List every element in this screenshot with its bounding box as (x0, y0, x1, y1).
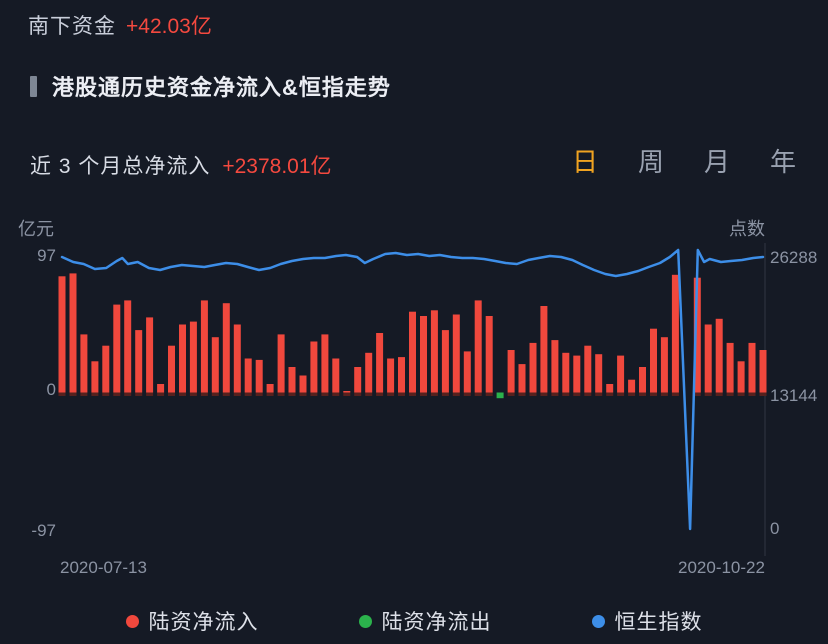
summary-row: 近 3 个月总净流入 +2378.01亿 (30, 150, 332, 180)
netflow-bars-layer (58, 273, 767, 399)
net-inflow-3m-label: 近 3 个月总净流入 (30, 155, 211, 178)
left-tick-0: 0 (46, 380, 56, 399)
period-tabs: 日 周 月 年 (572, 146, 796, 180)
legend-outflow-label: 陆资净流出 (381, 611, 492, 634)
right-tick-26288: 26288 (770, 248, 818, 267)
x-axis-end-date: 2020-10-22 (678, 558, 765, 577)
left-tick-97: 97 (37, 246, 56, 265)
section-marker-bar (30, 75, 37, 97)
left-tick-neg97: -97 (31, 521, 56, 540)
legend-inflow-label: 陆资净流入 (148, 611, 259, 634)
page-header: 南下资金 +42.03亿 (28, 10, 212, 40)
right-tick-0: 0 (770, 519, 780, 538)
right-tick-13144: 13144 (770, 386, 818, 405)
net-inflow-3m-value: +2378.01亿 (222, 155, 332, 178)
legend-item-outflow[interactable]: 陆资净流出 (358, 606, 492, 636)
legend-item-hsi[interactable]: 恒生指数 (591, 606, 703, 636)
legend-hsi-label: 恒生指数 (614, 611, 703, 634)
tab-month[interactable]: 月 (703, 147, 730, 177)
inflow-dot-icon (125, 614, 139, 628)
hsi-dot-icon (591, 614, 605, 628)
tab-day[interactable]: 日 (571, 147, 598, 177)
tab-year[interactable]: 年 (769, 147, 796, 177)
outflow-dot-icon (358, 614, 372, 628)
tab-week[interactable]: 周 (637, 147, 664, 177)
legend-item-inflow[interactable]: 陆资净流入 (125, 606, 259, 636)
southbound-funds-label: 南下资金 (28, 15, 116, 38)
right-axis-unit: 点数 (729, 219, 765, 239)
left-axis-unit: 亿元 (18, 219, 54, 239)
southbound-funds-value: +42.03亿 (126, 15, 212, 38)
hang-seng-index-line (60, 248, 765, 531)
chart-legend: 陆资净流入 陆资净流出 恒生指数 (0, 606, 828, 636)
section-header: 港股通历史资金净流入&恒指走势 (30, 70, 391, 102)
section-title: 港股通历史资金净流入&恒指走势 (52, 75, 391, 100)
x-axis-start-date: 2020-07-13 (60, 558, 147, 577)
